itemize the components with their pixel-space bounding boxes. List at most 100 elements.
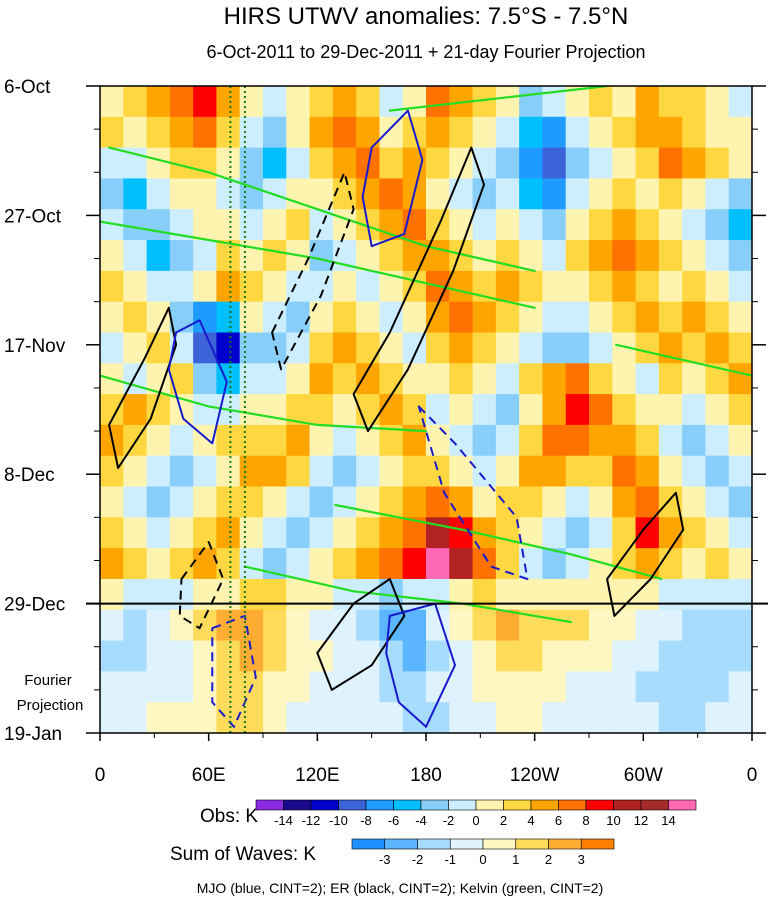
heatmap-cell: [612, 578, 637, 611]
heatmap-cell: [495, 363, 520, 395]
projection-label-line2: Projection: [17, 697, 84, 714]
heatmap-cell: [472, 209, 497, 241]
heatmap-cell: [379, 609, 404, 642]
heatmap-cell: [542, 240, 567, 272]
heatmap-cell: [705, 517, 730, 549]
heatmap-cell: [286, 702, 311, 733]
heatmap-cell: [169, 578, 194, 611]
obs-colorbar-swatch: [475, 799, 504, 811]
heatmap-cell: [519, 270, 544, 303]
heatmap-cell: [542, 486, 567, 518]
heatmap-cell: [472, 548, 497, 580]
heatmap-cell: [658, 671, 683, 703]
heatmap-cell: [565, 486, 590, 518]
heatmap-cell: [100, 517, 124, 549]
waves-colorbar-tick: 3: [578, 852, 585, 867]
heatmap-cell: [100, 332, 124, 364]
heatmap-cell: [705, 270, 730, 303]
heatmap-cell: [146, 116, 171, 149]
waves-colorbar-tick: -1: [444, 852, 456, 867]
heatmap-cell: [239, 147, 264, 180]
heatmap-cell: [542, 86, 567, 118]
heatmap-cell: [495, 578, 520, 611]
heatmap-cell: [589, 394, 613, 426]
heatmap-cell: [728, 116, 752, 149]
heatmap-cell: [519, 116, 544, 149]
heatmap-cell: [426, 486, 450, 518]
heatmap-cell: [426, 517, 450, 549]
heatmap-cell: [309, 455, 334, 488]
heatmap-cell: [519, 640, 544, 672]
heatmap-cell: [146, 363, 171, 395]
waves-colorbar-swatch: [417, 838, 451, 850]
heatmap-cell: [193, 270, 218, 303]
heatmap-cell: [519, 455, 544, 488]
projection-label-line1: Fourier: [24, 672, 72, 689]
heatmap-cell: [565, 671, 590, 703]
heatmap-cell: [263, 86, 287, 118]
heatmap-cell: [519, 209, 544, 241]
heatmap-cell: [728, 209, 752, 241]
heatmap-cell: [495, 116, 520, 149]
heatmap-cell: [146, 394, 171, 426]
heatmap-cell: [472, 517, 497, 549]
heatmap-cell: [123, 578, 148, 611]
heatmap-cell: [402, 517, 427, 549]
heatmap-cell: [612, 671, 637, 703]
heatmap-cell: [495, 702, 520, 733]
obs-colorbar-swatch: [283, 799, 312, 811]
heatmap-cell: [612, 270, 637, 303]
heatmap-cell: [239, 332, 264, 364]
y-axis: 6-Oct 27-Oct 17-Nov 8-Dec 29-Dec 19-Jan: [4, 77, 766, 745]
heatmap-cell: [519, 424, 544, 457]
heatmap-cell: [146, 240, 171, 272]
heatmap-cell: [589, 209, 613, 241]
heatmap-cell: [519, 147, 544, 180]
heatmap-cell: [216, 301, 241, 334]
heatmap-cell: [472, 394, 497, 426]
heatmap-cell: [449, 116, 474, 149]
heatmap-cell: [426, 301, 450, 334]
heatmap-cell: [263, 517, 287, 549]
heatmap-cell: [402, 424, 427, 457]
heatmap-cell: [193, 609, 218, 642]
heatmap-cell: [472, 301, 497, 334]
heatmap-cell: [379, 548, 404, 580]
heatmap-cell: [100, 301, 124, 334]
heatmap-cell: [169, 363, 194, 395]
heatmap-cell: [728, 301, 752, 334]
heatmap-cell: [146, 640, 171, 672]
heatmap-cell: [263, 301, 287, 334]
heatmap-cell: [426, 702, 450, 733]
heatmap-cell: [263, 609, 287, 642]
heatmap-cell: [495, 671, 520, 703]
obs-colorbar-swatch: [558, 799, 587, 811]
heatmap: [100, 86, 752, 733]
heatmap-cell: [519, 363, 544, 395]
heatmap-cell: [542, 671, 567, 703]
heatmap-cell: [542, 609, 567, 642]
kelvin-contour: [615, 343, 752, 377]
heatmap-cell: [100, 270, 124, 303]
heatmap-cell: [612, 640, 637, 672]
heatmap-cell: [286, 178, 311, 210]
heatmap-cell: [169, 455, 194, 488]
heatmap-cell: [263, 363, 287, 395]
heatmap-cell: [123, 116, 148, 149]
heatmap-cell: [495, 548, 520, 580]
heatmap-cell: [146, 86, 171, 118]
heatmap-cell: [589, 116, 613, 149]
heatmap-cell: [123, 301, 148, 334]
heatmap-cell: [635, 702, 660, 733]
heatmap-cell: [123, 270, 148, 303]
heatmap-cell: [263, 116, 287, 149]
heatmap-cell: [449, 301, 474, 334]
heatmap-cell: [682, 702, 707, 733]
heatmap-cell: [216, 178, 241, 210]
heatmap-cell: [193, 517, 218, 549]
heatmap-cell: [332, 394, 357, 426]
heatmap-cell: [658, 147, 683, 180]
heatmap-cell: [239, 86, 264, 118]
heatmap-cell: [658, 209, 683, 241]
heatmap-cell: [286, 270, 311, 303]
